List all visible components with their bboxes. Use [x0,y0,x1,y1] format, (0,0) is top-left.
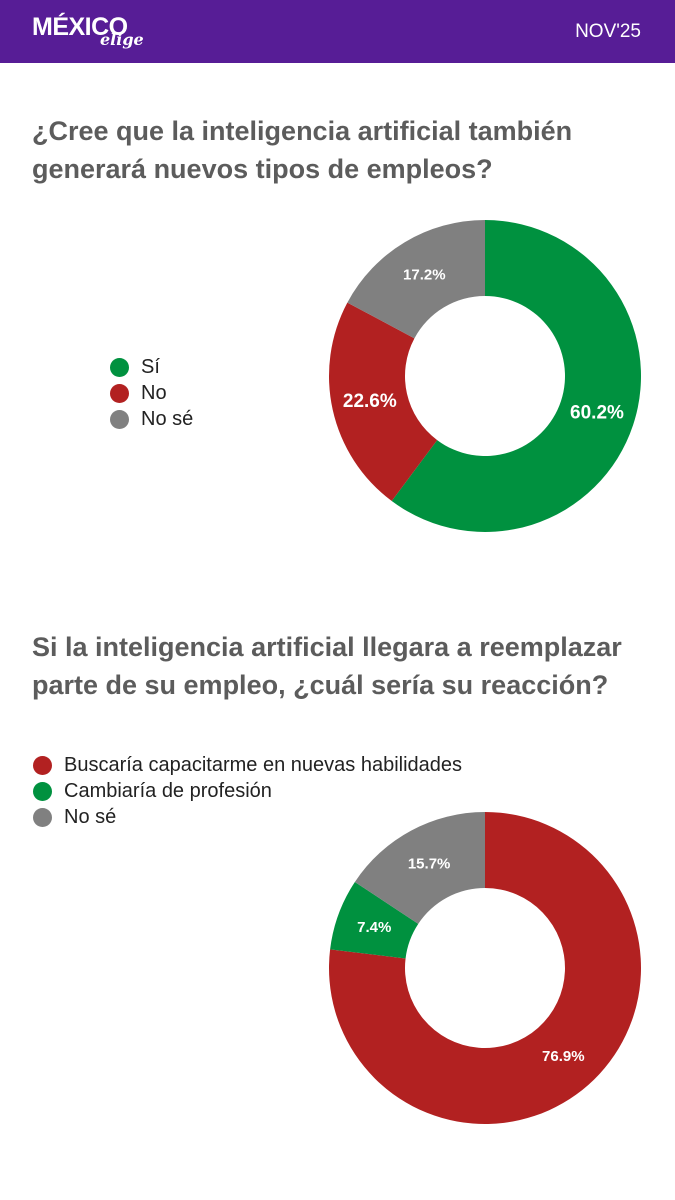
legend-dot-capacitarme [33,755,52,775]
legend-label-no-se-2: No sé [64,806,117,828]
legend-label-no: No [141,382,167,404]
donut-slice-3 [347,220,485,339]
donut-slice-label-2: 7.4% [357,919,391,936]
legend-item-no: No [110,380,193,406]
legend-dot-no [110,383,129,403]
chart-2-donut: 76.9% 7.4% 15.7% [329,812,641,1124]
legend-dot-no-se-2 [33,807,52,827]
donut-slice-3 [354,812,485,924]
donut-slice-label-2: 22.6% [343,391,397,412]
legend-item-capacitarme: Buscaría capacitarme en nuevas habilidad… [33,752,462,778]
legend-dot-no-se [110,409,129,429]
donut-slice-2 [330,881,419,959]
donut-slice-label-1: 60.2% [570,403,624,424]
mexico-elige-logo: MÉXICO elige [32,13,162,53]
donut-slice-label-3: 15.7% [408,856,451,873]
question-1-title: ¿Cree que la inteligencia artificial tam… [32,116,573,184]
legend-label-cambiaria: Cambiaría de profesión [64,780,272,802]
chart-1-donut: 60.2% 22.6% 17.2% [328,220,641,532]
legend-label-no-se: No sé [141,408,194,430]
legend-dot-si [110,357,129,377]
chart-2-legend: Buscaría capacitarme en nuevas habilidad… [33,752,462,830]
legend-item-si: Sí [110,354,193,380]
legend-dot-cambiaria [33,781,52,801]
legend-item-no-se-2: No sé [33,804,462,830]
donut-slice-1 [391,220,641,532]
legend-item-cambiaria: Cambiaría de profesión [33,778,462,804]
donut-slice-1 [329,812,641,1124]
date-label: NOV'25 [575,21,641,42]
legend-label-si: Sí [141,356,160,378]
logo-main-text: MÉXICO [32,13,128,41]
chart-1-legend: Sí No No sé [110,354,193,432]
donut-slice-label-3: 17.2% [403,266,446,283]
legend-item-no-se: No sé [110,406,193,432]
donut-slice-label-1: 76.9% [542,1048,585,1065]
legend-label-capacitarme: Buscaría capacitarme en nuevas habilidad… [64,754,463,776]
header-bar: MÉXICO elige NOV'25 [0,0,675,63]
question-2-title: Si la inteligencia artificial llegara a … [32,632,622,700]
logo-sub-text: elige [100,30,144,49]
donut-slice-2 [328,302,438,502]
